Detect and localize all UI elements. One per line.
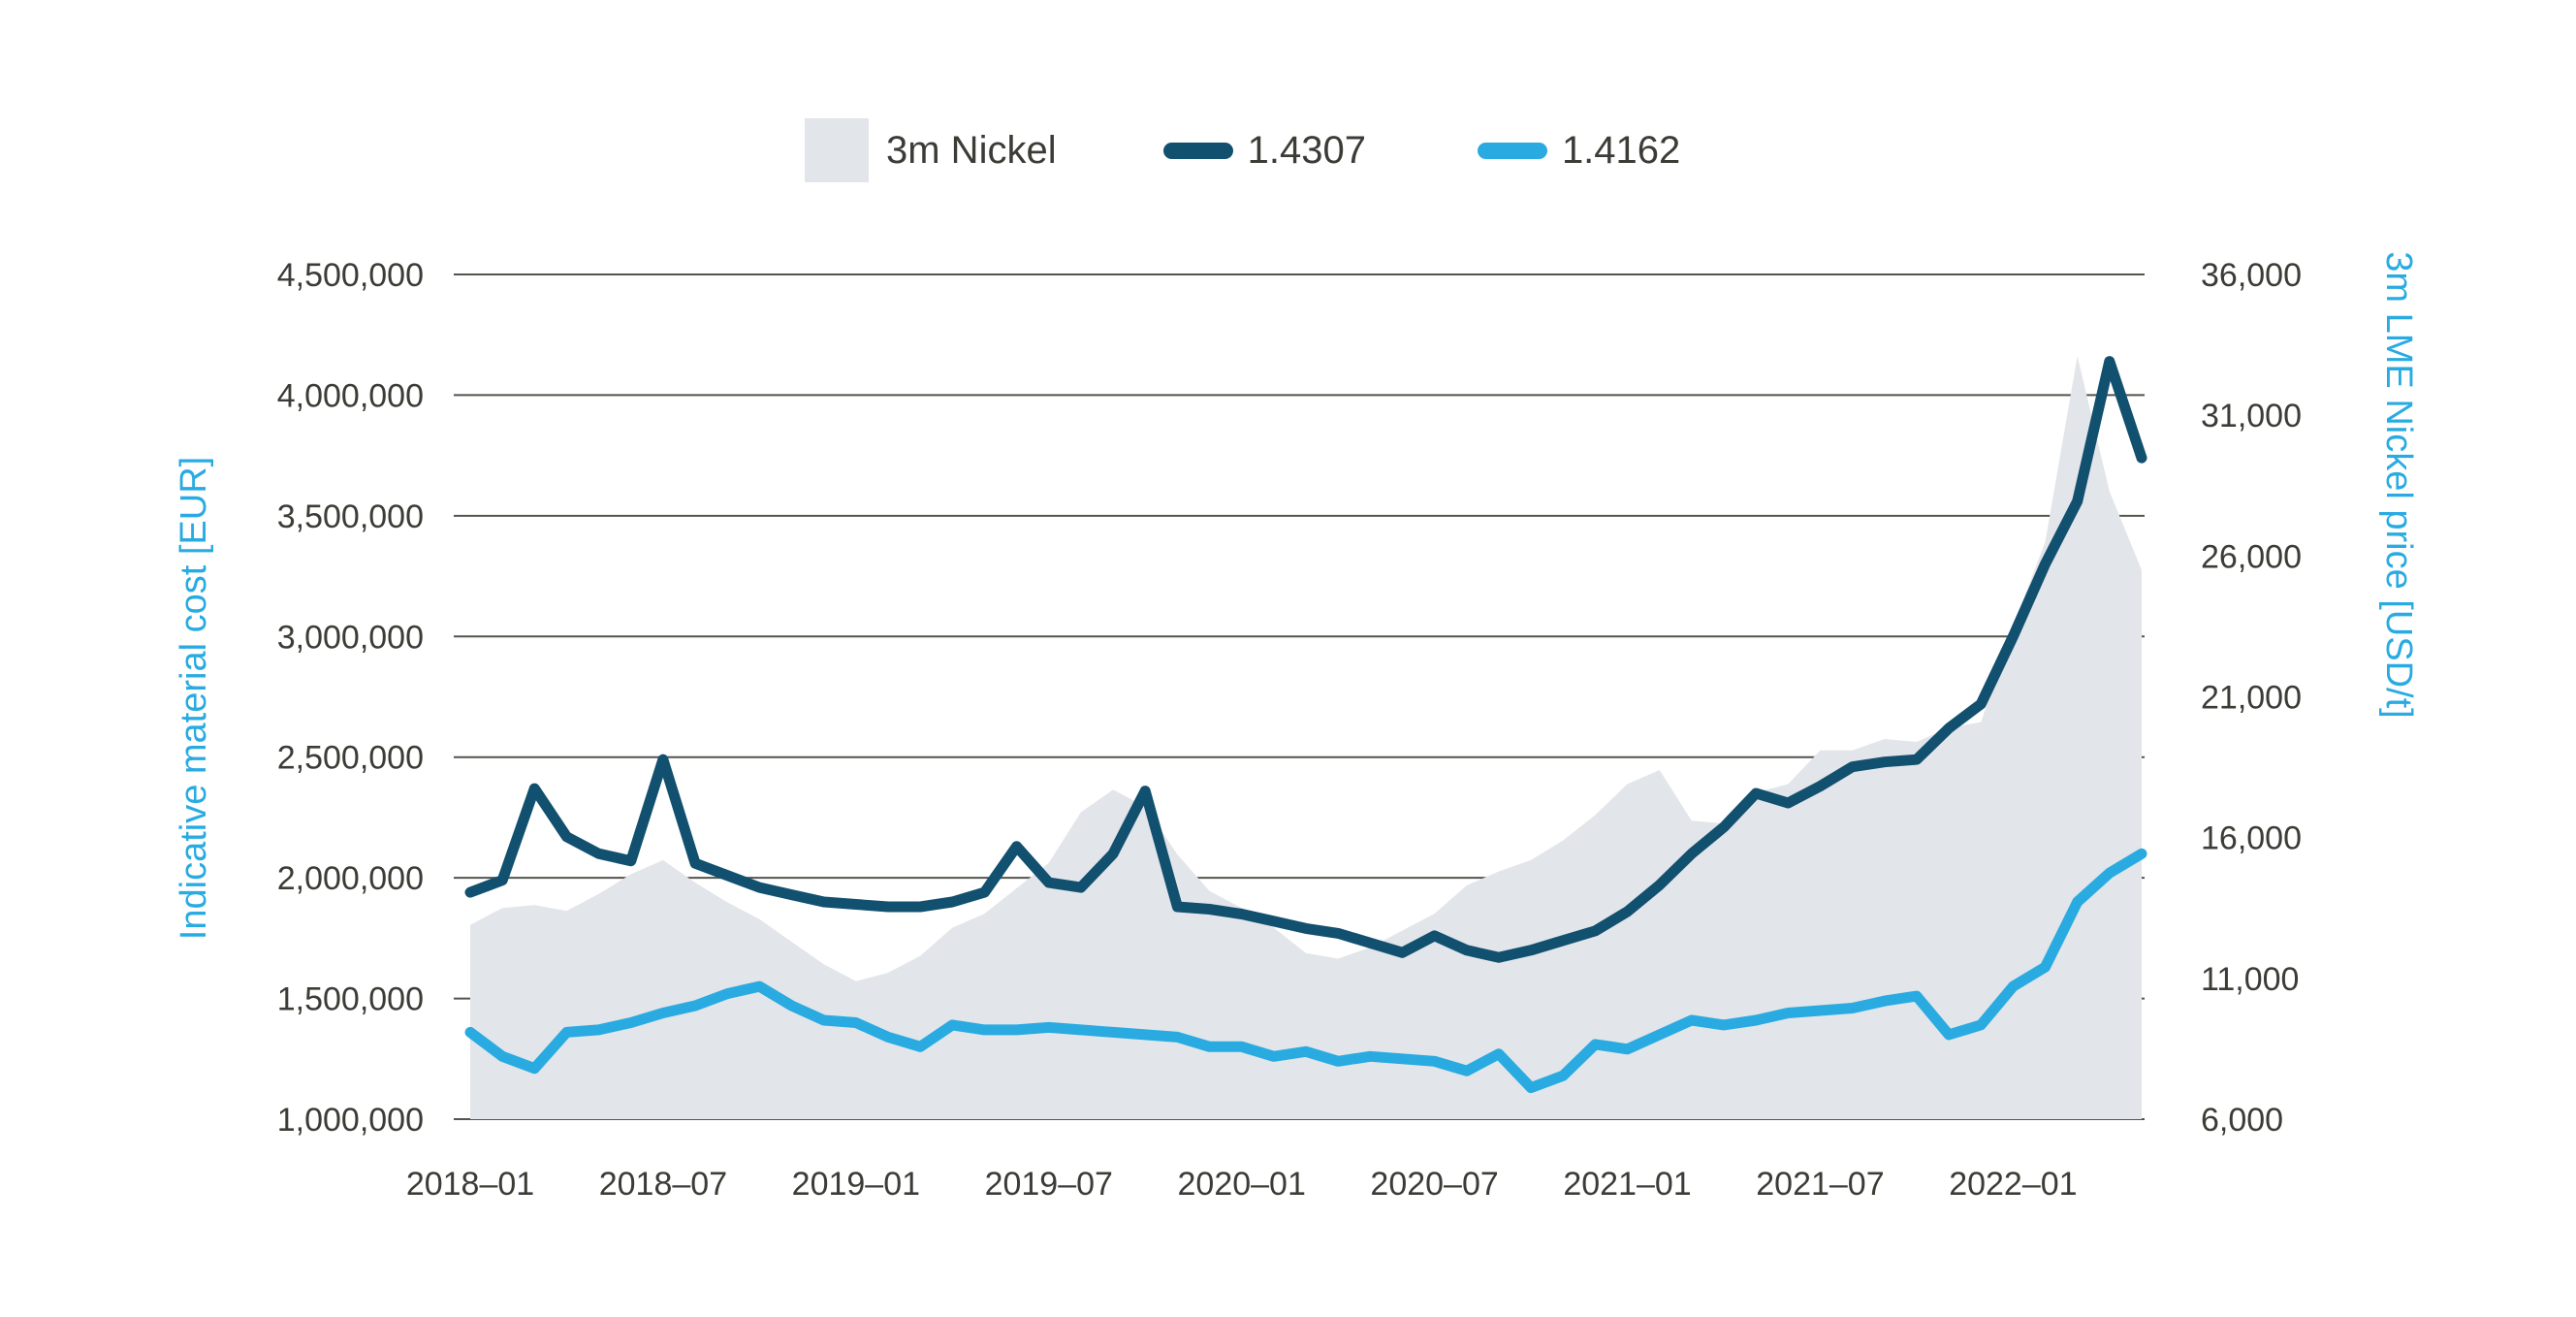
x-axis-tick: 2020–01 [1178,1166,1306,1203]
legend-label: 1.4162 [1561,128,1681,172]
x-axis-tick: 2019–07 [985,1166,1113,1203]
left-axis-tick: 2,000,000 [277,860,424,897]
line-series-1-4162 [464,848,2147,1094]
chart-legend: 3m Nickel 1.4307 1.4162 [805,118,1680,182]
legend-line-swatch-2 [1477,142,1547,159]
right-axis-tick: 36,000 [2201,257,2302,294]
right-axis-tick: 26,000 [2201,538,2302,575]
x-axis-tick: 2019–01 [792,1166,920,1203]
x-axis-tick: 2018–01 [406,1166,534,1203]
legend-line-swatch-1 [1162,142,1233,159]
x-axis-tick: 2021–07 [1756,1166,1884,1203]
left-axis-tick: 3,000,000 [277,619,424,656]
left-axis-tick: 3,500,000 [277,498,424,535]
area-series-3m-nickel [470,356,2142,1119]
right-axis-tick: 11,000 [2201,961,2299,998]
left-axis-tick: 4,500,000 [277,257,424,294]
left-axis-tick: 4,000,000 [277,377,424,414]
left-axis-tick: 1,500,000 [277,981,424,1018]
right-axis-title: 3m LME Nickel price [USD/t] [2378,251,2419,718]
x-axis-tick: 2021–01 [1563,1166,1691,1203]
right-axis-tick: 21,000 [2201,680,2302,717]
left-axis-tick: 2,500,000 [277,740,424,777]
right-axis-tick: 31,000 [2201,398,2302,434]
legend-label: 3m Nickel [886,128,1057,172]
x-axis-tick: 2022–01 [1949,1166,2077,1203]
left-axis-tick: 1,000,000 [277,1102,424,1139]
legend-label: 1.4307 [1247,128,1366,172]
right-axis-tick: 16,000 [2201,820,2302,857]
line-series-1-4307 [464,356,2147,963]
x-axis-tick: 2018–07 [599,1166,727,1203]
left-axis-title: Indicative material cost [EUR] [174,457,214,940]
x-axis-tick: 2020–07 [1370,1166,1498,1203]
legend-area-swatch-0 [805,118,869,182]
right-axis-tick: 6,000 [2201,1102,2283,1139]
